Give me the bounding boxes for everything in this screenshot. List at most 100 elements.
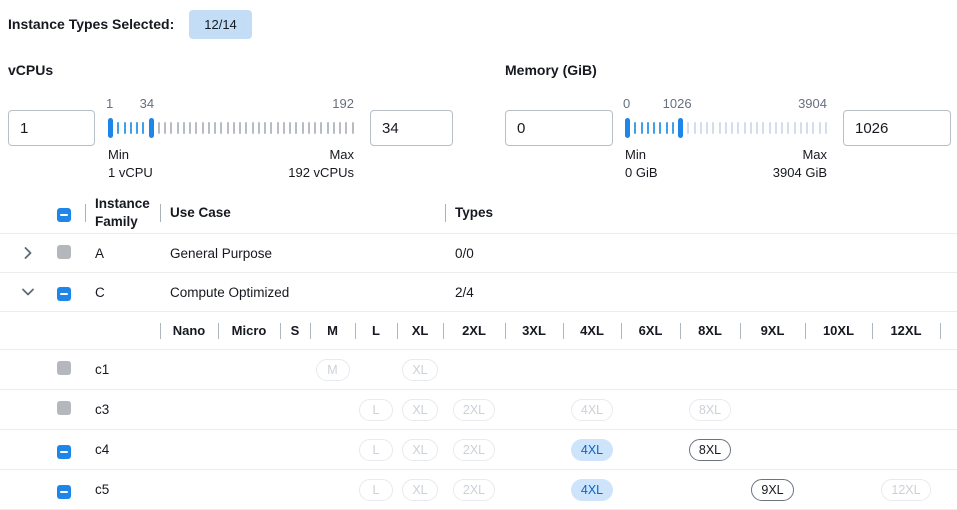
- slider-tick: [239, 122, 241, 134]
- slider-tick: [201, 122, 204, 134]
- c5-4xl-pill[interactable]: 4XL: [570, 478, 614, 501]
- vcpus-min-input[interactable]: [8, 110, 95, 146]
- instance-name: c4: [95, 442, 110, 457]
- slider-tick: [123, 122, 126, 134]
- slider-tick: [756, 122, 758, 134]
- family-name: C: [95, 284, 105, 300]
- slider-tick: [176, 122, 179, 134]
- filter-title: Memory (GiB): [505, 62, 597, 78]
- slider-max-label: Max 3904 GiB: [772, 147, 827, 180]
- vcpus-slider-handle[interactable]: [148, 118, 154, 138]
- slider-tick: [307, 122, 310, 134]
- c5-xl-pill: XL: [402, 478, 438, 501]
- c4-4xl-pill[interactable]: 4XL: [570, 438, 614, 461]
- size-column-header: 9XL: [740, 312, 805, 349]
- filter-title: vCPUs: [8, 62, 54, 78]
- family-checkbox[interactable]: [57, 287, 71, 301]
- selected-count-bar: Instance Types Selected: 12/14: [0, 0, 957, 40]
- c5-l-pill: L: [359, 478, 393, 501]
- c4-2xl-pill: 2XL: [452, 438, 496, 461]
- table-header-row: Instance Family Use Case Types: [0, 192, 957, 234]
- slider-tick: [170, 122, 173, 134]
- slider-tick: [774, 122, 777, 134]
- slider-tick: [762, 122, 765, 134]
- slider-tick: [257, 122, 260, 134]
- size-column-header: 2XL: [443, 312, 505, 349]
- slider-tick: [320, 122, 323, 134]
- slider-tick: [332, 122, 335, 134]
- slider-tick: [712, 122, 715, 134]
- instance-row: c5 L XL 2XL 4XL 9XL 12XL: [0, 470, 957, 510]
- selected-count-label: Instance Types Selected:: [8, 16, 175, 32]
- size-column-header: M: [310, 312, 355, 349]
- instance-row: c3 L XL 2XL 4XL 8XL: [0, 390, 957, 430]
- use-case: General Purpose: [170, 245, 273, 261]
- vcpus-slider-handle[interactable]: [108, 118, 113, 138]
- slider-tick: [326, 122, 329, 134]
- slider-tick: [195, 122, 198, 134]
- slider-tick: [142, 122, 145, 134]
- slider-tick: [671, 122, 674, 134]
- memory-range-slider: 0 1026 3904 Min 0 GiB Max 3904 GiB: [623, 96, 827, 182]
- select-all-checkbox[interactable]: [57, 208, 71, 222]
- slider-tick: [351, 122, 354, 134]
- use-case: Compute Optimized: [170, 284, 290, 300]
- c4-xl-pill: XL: [402, 438, 438, 461]
- instance-checkbox[interactable]: [57, 401, 71, 415]
- slider-tick-label: 0: [623, 96, 631, 111]
- family-row: A General Purpose 0/0: [0, 234, 957, 273]
- c3-4xl-pill: 4XL: [570, 398, 614, 421]
- slider-min-label: Min 0 GiB: [625, 147, 658, 180]
- slider-tick: [699, 122, 702, 134]
- memory-max-input[interactable]: [843, 110, 951, 146]
- c4-8xl-pill[interactable]: 8XL: [688, 438, 732, 461]
- size-column-header: 4XL: [563, 312, 621, 349]
- slider-tick: [768, 122, 771, 134]
- slider-tick: [301, 122, 304, 134]
- size-column-header: 6XL: [621, 312, 680, 349]
- c3-xl-pill: XL: [402, 398, 438, 421]
- slider-tick: [646, 122, 649, 134]
- slider-tick: [245, 122, 248, 134]
- memory-min-input[interactable]: [505, 110, 613, 146]
- instance-checkbox[interactable]: [57, 444, 71, 459]
- slider-tick: [749, 122, 752, 134]
- slider-tick: [718, 122, 721, 134]
- slider-tick: [731, 122, 733, 134]
- vcpus-range-slider: 1 34 192 Min 1 vCPU Max 192 vCPUs: [106, 96, 354, 182]
- instance-checkbox[interactable]: [57, 484, 71, 499]
- size-column-header: 10XL: [805, 312, 872, 349]
- c3-8xl-pill: 8XL: [688, 398, 732, 421]
- slider-tick: [787, 122, 790, 134]
- types-count: 2/4: [455, 284, 474, 300]
- slider-tick: [812, 122, 815, 134]
- column-header-instance-family: Instance Family: [85, 192, 160, 233]
- family-checkbox[interactable]: [57, 244, 71, 259]
- slider-tick: [220, 122, 223, 134]
- memory-slider-handle[interactable]: [678, 118, 683, 138]
- instance-name: c5: [95, 482, 110, 497]
- slider-tick-label: 1026: [662, 96, 692, 111]
- slider-tick: [157, 122, 160, 134]
- slider-tick: [687, 122, 690, 134]
- slider-tick: [295, 122, 298, 134]
- chevron-down-icon[interactable]: [20, 284, 36, 300]
- slider-tick: [207, 122, 210, 134]
- slider-tick: [665, 122, 668, 134]
- c3-l-pill: L: [359, 398, 393, 421]
- memory-slider-handle[interactable]: [625, 118, 630, 138]
- slider-tick-label: 192: [332, 96, 354, 111]
- size-column-header: Nano: [160, 312, 218, 349]
- slider-tick: [781, 122, 783, 134]
- chevron-right-icon[interactable]: [20, 245, 36, 261]
- slider-tick: [634, 122, 637, 134]
- slider-tick: [793, 122, 796, 134]
- slider-tick: [806, 122, 808, 134]
- slider-tick: [724, 122, 727, 134]
- c5-9xl-pill[interactable]: 9XL: [751, 478, 794, 501]
- slider-tick-label: 3904: [798, 96, 827, 111]
- instance-checkbox[interactable]: [57, 361, 71, 375]
- vcpus-max-input[interactable]: [370, 110, 453, 146]
